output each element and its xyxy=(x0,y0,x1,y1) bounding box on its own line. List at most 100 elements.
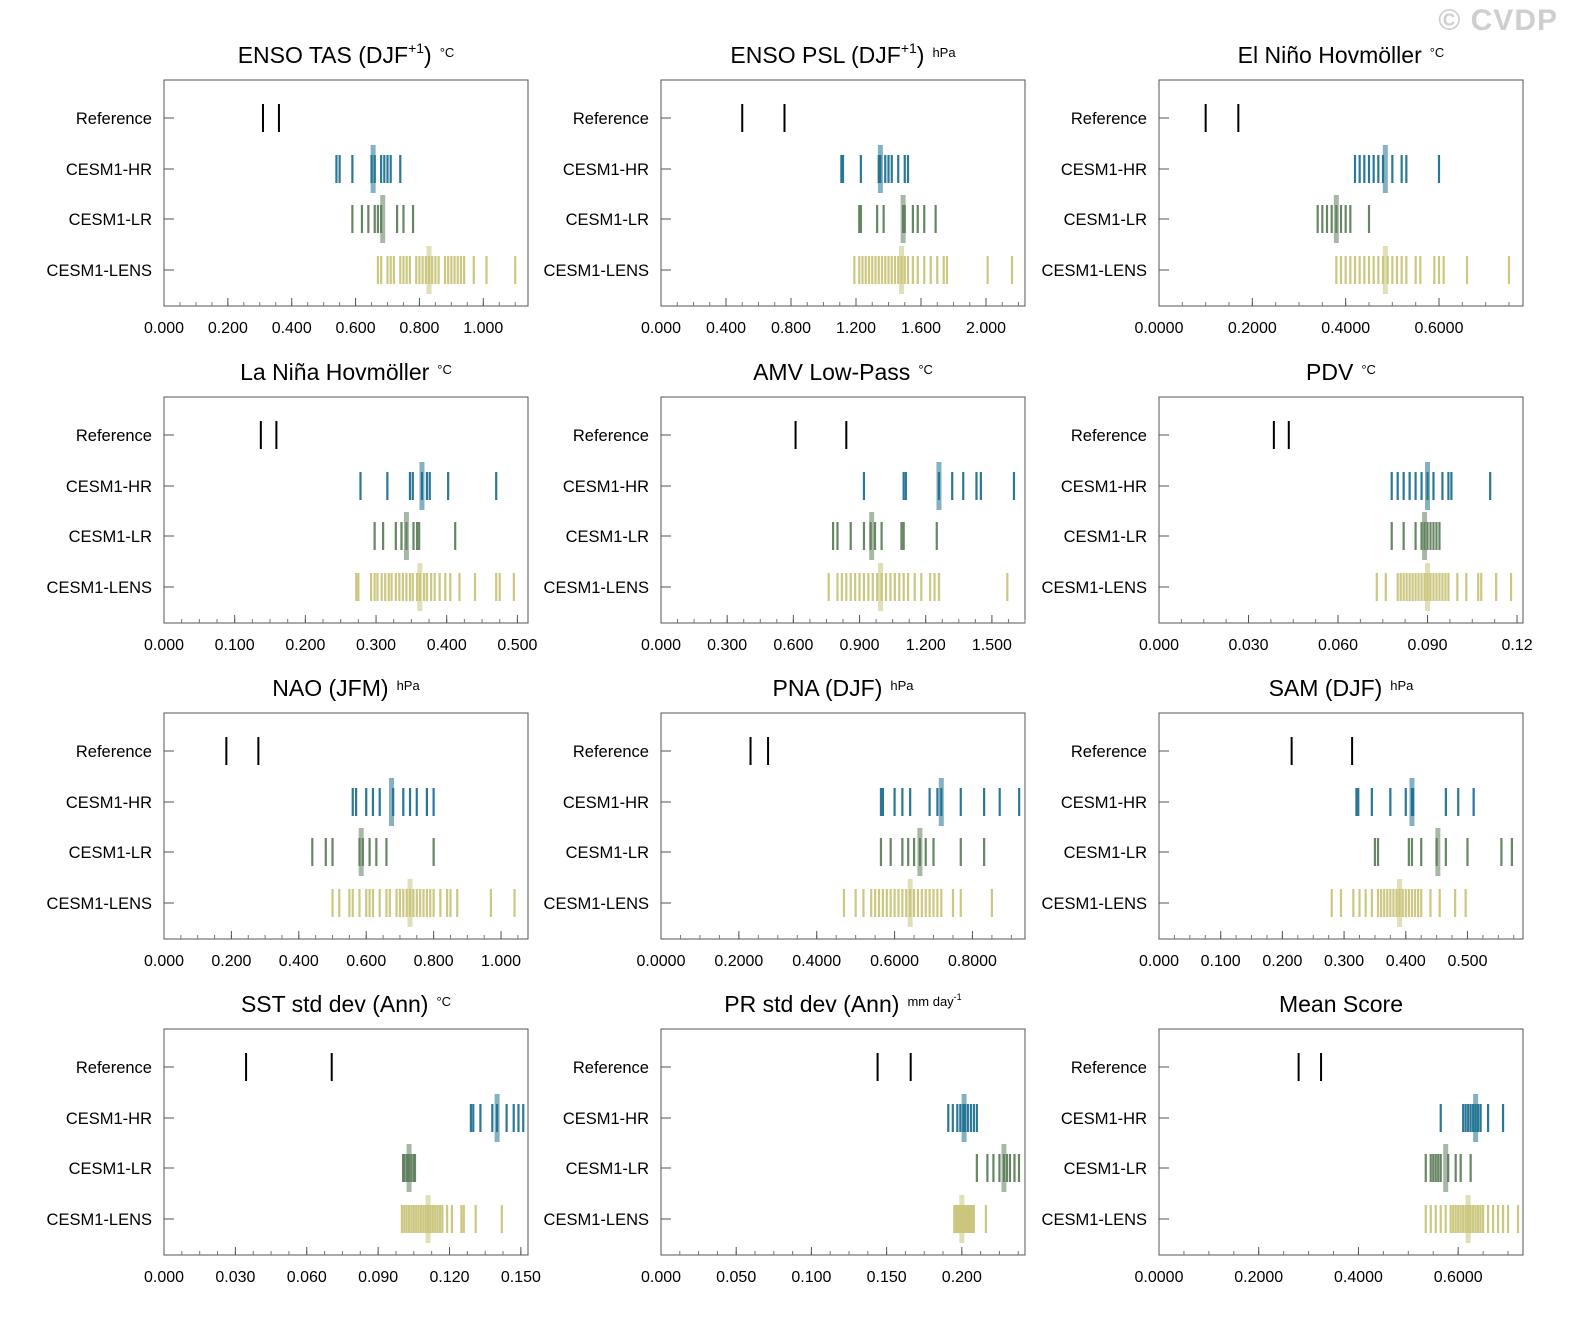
panel-title: ENSO TAS (DJF+1) °C xyxy=(238,40,455,68)
x-tick-label: 0.4000 xyxy=(1321,320,1370,337)
row-label: CESM1-LENS xyxy=(544,895,649,913)
row-label: CESM1-LENS xyxy=(47,1211,152,1229)
row-label: CESM1-LENS xyxy=(1042,579,1147,597)
plot-frame xyxy=(660,1028,1026,1256)
row-label: CESM1-HR xyxy=(1061,1110,1147,1128)
x-tick-label: 0.100 xyxy=(1201,953,1241,970)
x-tick-label: 0.000 xyxy=(1139,953,1179,970)
x-tick-label: 0.300 xyxy=(707,637,747,654)
row-label: CESM1-HR xyxy=(66,1110,152,1128)
row-label: CESM1-LR xyxy=(69,211,153,229)
row-label: CESM1-LENS xyxy=(1042,262,1147,280)
panel-title: PDV °C xyxy=(1306,359,1376,385)
row-label: CESM1-HR xyxy=(66,478,152,496)
row-label: Reference xyxy=(573,1059,649,1077)
x-tick-label: 0.500 xyxy=(1447,953,1487,970)
row-label: Reference xyxy=(1071,743,1147,761)
panel-title: SST std dev (Ann) °C xyxy=(241,991,451,1017)
x-tick-label: 1.200 xyxy=(906,637,946,654)
x-tick-label: 0.200 xyxy=(285,637,325,654)
row-label: Reference xyxy=(76,1059,152,1077)
x-tick-label: 0.6000 xyxy=(1415,320,1464,337)
x-tick-label: 2.000 xyxy=(966,320,1006,337)
panel-units: °C xyxy=(440,45,455,60)
x-tick-label: 1.000 xyxy=(463,320,503,337)
x-tick-label: 0.090 xyxy=(358,1269,398,1286)
row-label: CESM1-HR xyxy=(563,161,649,179)
panel-title: SAM (DJF) hPa xyxy=(1269,675,1415,701)
plot-frame xyxy=(163,712,529,940)
panel-4: La Niña Hovmöller °C Reference CESM1-HR CESM… xyxy=(47,359,538,654)
x-tick-label: 0.300 xyxy=(1324,953,1364,970)
panel-10: SST std dev (Ann) °C Reference CESM1-HR CESM… xyxy=(47,991,541,1286)
x-tick-label: 0.000 xyxy=(1139,637,1179,654)
plot-frame xyxy=(1158,712,1524,940)
plot-frame xyxy=(660,712,1026,940)
plot-frame xyxy=(660,79,1026,307)
plot-frame xyxy=(1158,1028,1524,1256)
x-tick-label: 0.000 xyxy=(641,320,681,337)
plot-frame xyxy=(1158,396,1524,624)
row-label: CESM1-HR xyxy=(563,1110,649,1128)
panel-units: °C xyxy=(1361,362,1376,377)
panel-9: SAM (DJF) hPa Reference CESM1-HR CESM1-LR CES… xyxy=(1042,675,1524,970)
x-tick-label: 0.200 xyxy=(211,953,251,970)
row-label: Reference xyxy=(573,427,649,445)
plot-frame xyxy=(660,396,1026,624)
x-tick-label: 0.4000 xyxy=(792,953,841,970)
panel-units: °C xyxy=(436,994,451,1009)
x-tick-label: 0.800 xyxy=(771,320,811,337)
row-label: CESM1-HR xyxy=(66,794,152,812)
x-tick-label: 0.0000 xyxy=(1135,320,1184,337)
plot-frame xyxy=(163,79,529,307)
x-tick-label: 0.2000 xyxy=(1228,320,1277,337)
row-label: CESM1-LR xyxy=(1064,844,1148,862)
row-label: Reference xyxy=(1071,110,1147,128)
row-label: Reference xyxy=(76,743,152,761)
row-label: CESM1-LENS xyxy=(47,895,152,913)
x-tick-label: 0.4000 xyxy=(1334,1269,1383,1286)
row-label: CESM1-LR xyxy=(566,211,650,229)
x-tick-label: 0.000 xyxy=(641,1269,681,1286)
panel-units: hPa xyxy=(397,678,421,693)
row-label: CESM1-LENS xyxy=(1042,1211,1147,1229)
row-label: CESM1-LENS xyxy=(544,1211,649,1229)
x-tick-label: 0.600 xyxy=(773,637,813,654)
row-label: CESM1-LR xyxy=(1064,1160,1148,1178)
x-tick-label: 0.800 xyxy=(414,953,454,970)
panel-units: °C xyxy=(437,362,452,377)
plot-frame xyxy=(163,396,529,624)
row-label: Reference xyxy=(573,110,649,128)
x-tick-label: 0.100 xyxy=(215,637,255,654)
x-tick-label: 0.120 xyxy=(429,1269,469,1286)
panel-1: ENSO TAS (DJF+1) °C Reference CESM1-HR CESM1… xyxy=(47,40,529,337)
row-label: Reference xyxy=(573,743,649,761)
x-tick-label: 0.600 xyxy=(346,953,386,970)
x-tick-label: 0.200 xyxy=(208,320,248,337)
x-tick-label: 0.150 xyxy=(867,1269,907,1286)
row-label: CESM1-LR xyxy=(1064,211,1148,229)
panel-7: NAO (JFM) hPa Reference CESM1-HR CESM1-LR CES… xyxy=(47,675,529,970)
x-tick-label: 0.0000 xyxy=(1135,1269,1184,1286)
panel-6: PDV °C Reference CESM1-HR CESM1-LR CESM1-LENS… xyxy=(1042,359,1533,654)
x-tick-label: 0.8000 xyxy=(948,953,997,970)
panel-units: mm day xyxy=(907,994,954,1009)
x-tick-label: 0.400 xyxy=(427,637,467,654)
x-tick-label: 0.200 xyxy=(942,1269,982,1286)
row-label: CESM1-HR xyxy=(1061,478,1147,496)
x-tick-label: 0.0000 xyxy=(637,953,686,970)
row-label: CESM1-LR xyxy=(69,844,153,862)
panel-8: PNA (DJF) hPa Reference CESM1-HR CESM1-LR CES… xyxy=(544,675,1026,970)
x-tick-label: 0.100 xyxy=(791,1269,831,1286)
x-tick-label: 0.400 xyxy=(706,320,746,337)
row-label: Reference xyxy=(76,110,152,128)
x-tick-label: 0.500 xyxy=(497,637,537,654)
x-tick-label: 0.200 xyxy=(1262,953,1302,970)
row-label: CESM1-LENS xyxy=(47,262,152,280)
x-tick-label: 0.060 xyxy=(1318,637,1358,654)
row-label: CESM1-LENS xyxy=(544,262,649,280)
x-tick-label: 0.000 xyxy=(641,637,681,654)
panel-title: La Niña Hovmöller °C xyxy=(240,359,452,385)
